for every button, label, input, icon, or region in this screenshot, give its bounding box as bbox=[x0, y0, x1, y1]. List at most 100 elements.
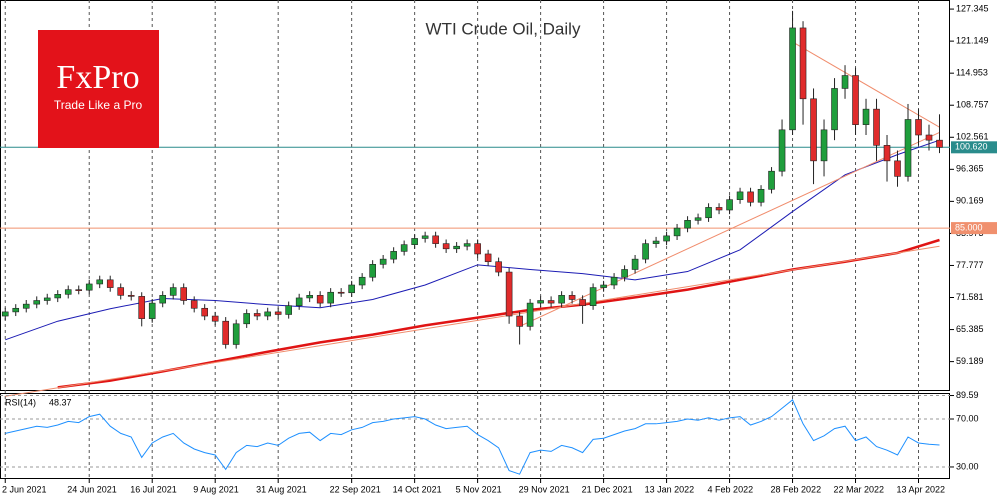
x-tick-label: 22 Sep 2021 bbox=[330, 484, 381, 494]
candle-body bbox=[243, 313, 250, 325]
candle-body bbox=[589, 287, 597, 306]
candle-body bbox=[96, 279, 104, 285]
candle-body bbox=[211, 315, 219, 322]
x-tick-label: 9 Aug 2021 bbox=[193, 484, 239, 494]
candle-body bbox=[684, 220, 691, 229]
x-tick-label: 24 Jun 2021 bbox=[67, 484, 117, 494]
trendline bbox=[792, 41, 940, 128]
candle-body bbox=[894, 160, 901, 177]
candle-body bbox=[474, 243, 481, 255]
y-tick-label: 30.00 bbox=[956, 461, 979, 471]
level-label-box bbox=[951, 222, 997, 235]
candle-body bbox=[610, 276, 618, 286]
candle-body bbox=[831, 88, 838, 131]
candle-body bbox=[484, 253, 492, 263]
candle-body bbox=[495, 261, 502, 273]
candle-body bbox=[148, 302, 156, 319]
moving-average bbox=[5, 139, 940, 341]
candle-body bbox=[421, 235, 429, 239]
trendline bbox=[5, 245, 940, 397]
candle-body bbox=[390, 251, 397, 260]
candle-body bbox=[862, 108, 870, 125]
x-tick-label: 4 Feb 2022 bbox=[708, 484, 754, 494]
candle-body bbox=[453, 245, 460, 250]
candle-body bbox=[631, 258, 639, 270]
x-tick-label: 5 Nov 2021 bbox=[456, 484, 502, 494]
y-tick-label: 108.757 bbox=[956, 100, 989, 110]
y-tick-label: 70.00 bbox=[956, 413, 979, 423]
candle-body bbox=[936, 139, 943, 148]
x-tick-label: 13 Apr 2022 bbox=[897, 484, 946, 494]
x-tick-label: 28 Feb 2022 bbox=[771, 484, 822, 494]
candle-body bbox=[306, 295, 313, 299]
candle-body bbox=[169, 287, 177, 296]
rsi-pane bbox=[0, 393, 950, 479]
y-tick-label: 65.385 bbox=[956, 324, 984, 334]
logo-box bbox=[38, 30, 159, 148]
candle-body bbox=[327, 291, 334, 304]
candle-body bbox=[1, 311, 9, 317]
candle-body bbox=[33, 300, 41, 305]
level-label-box bbox=[951, 141, 997, 154]
candle-body bbox=[75, 289, 83, 291]
candle-body bbox=[705, 207, 712, 219]
rsi-line bbox=[5, 399, 940, 475]
level-label: 85.000 bbox=[955, 222, 983, 232]
candle-body bbox=[873, 108, 880, 146]
candle-body bbox=[201, 307, 208, 317]
candle-body bbox=[411, 238, 418, 245]
candle-body bbox=[526, 302, 534, 327]
candle-body bbox=[12, 307, 20, 313]
candle-body bbox=[715, 207, 723, 211]
y-tick-label: 90.169 bbox=[956, 196, 984, 206]
candle-body bbox=[810, 98, 817, 162]
candle-body bbox=[904, 119, 912, 177]
x-tick-label: 31 Aug 2021 bbox=[256, 484, 307, 494]
candle-body bbox=[127, 295, 135, 297]
rsi-last-value: 48.37 bbox=[49, 397, 72, 407]
candle-body bbox=[54, 294, 62, 299]
logo-tagline: Trade Like a Pro bbox=[54, 98, 143, 112]
candle-body bbox=[558, 295, 565, 304]
candle-body bbox=[652, 240, 660, 244]
trendline bbox=[519, 131, 940, 327]
x-tick-label: 13 Jan 2022 bbox=[645, 484, 695, 494]
y-tick-label: 114.953 bbox=[956, 68, 988, 78]
candle-body bbox=[22, 303, 30, 309]
x-tick-label: 16 Jul 2021 bbox=[130, 484, 177, 494]
candle-body bbox=[43, 297, 51, 301]
candle-body bbox=[400, 244, 408, 252]
candle-body bbox=[253, 313, 261, 317]
candle-body bbox=[568, 295, 576, 300]
candle-body bbox=[663, 235, 670, 242]
x-tick-label: 22 Mar 2022 bbox=[834, 484, 885, 494]
candle-body bbox=[789, 27, 796, 131]
x-tick-label: 14 Oct 2021 bbox=[393, 484, 442, 494]
y-tick-label: 102.561 bbox=[956, 132, 989, 142]
y-tick-label: 59.189 bbox=[956, 356, 984, 366]
candle-body bbox=[736, 191, 744, 200]
candle-body bbox=[852, 75, 859, 125]
candle-body bbox=[316, 295, 324, 304]
candle-body bbox=[348, 284, 355, 294]
candle-body bbox=[505, 271, 513, 317]
y-tick-label: 89.59 bbox=[956, 390, 979, 400]
candle-body bbox=[694, 217, 702, 221]
candle-body bbox=[106, 279, 114, 288]
x-tick-label: 29 Nov 2021 bbox=[519, 484, 570, 494]
candle-body bbox=[799, 27, 807, 100]
y-tick-label: 96.365 bbox=[956, 164, 984, 174]
candle-body bbox=[190, 300, 198, 309]
y-tick-label: 127.345 bbox=[956, 3, 989, 13]
candle-body bbox=[747, 191, 754, 203]
candle-body bbox=[925, 134, 933, 141]
level-label: 100.620 bbox=[955, 142, 988, 152]
candle-body bbox=[778, 129, 786, 172]
x-tick-label: 21 Dec 2021 bbox=[582, 484, 633, 494]
candle-body bbox=[138, 296, 146, 319]
candle-body bbox=[180, 287, 188, 301]
y-tick-label: 71.581 bbox=[956, 292, 984, 302]
candle-body bbox=[516, 315, 523, 327]
candle-body bbox=[159, 295, 167, 304]
